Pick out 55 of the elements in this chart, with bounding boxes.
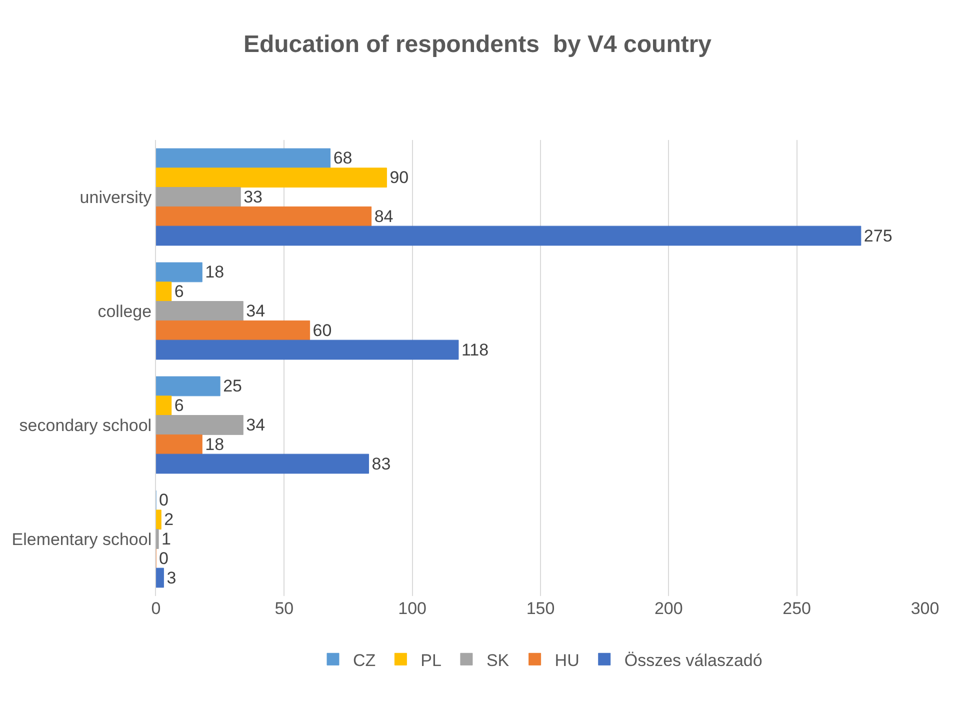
bar (156, 434, 202, 454)
x-tick-label: 0 (151, 599, 161, 618)
data-label: 60 (312, 320, 332, 340)
legend-label: Összes válaszadó (624, 650, 762, 670)
bar (156, 568, 164, 588)
legend-label: CZ (353, 650, 376, 670)
data-label: 18 (205, 434, 224, 454)
bar (156, 262, 202, 282)
bar (156, 206, 372, 226)
y-tick-label: university (80, 188, 152, 207)
x-tick-label: 150 (526, 599, 555, 618)
x-tick-label: 100 (398, 599, 427, 618)
y-tick-label: secondary school (19, 416, 152, 435)
chart-title: Education of respondents by V4 country (243, 31, 712, 58)
bar (156, 529, 159, 549)
data-label: 83 (372, 454, 391, 474)
data-label: 25 (223, 376, 242, 396)
bar (156, 340, 459, 360)
bar (156, 320, 310, 340)
data-label: 34 (246, 302, 266, 320)
data-label: 118 (461, 340, 489, 360)
data-label: 84 (374, 206, 394, 226)
bar (156, 454, 370, 474)
data-label: 3 (166, 568, 176, 588)
data-label: 68 (333, 148, 352, 168)
x-tick-label: 300 (910, 599, 940, 618)
bar (156, 187, 241, 207)
data-label: 0 (159, 490, 168, 510)
bar (156, 510, 162, 530)
data-label: 6 (174, 282, 184, 302)
bar (156, 148, 331, 168)
x-tick-label: 250 (782, 599, 812, 618)
bar (156, 168, 387, 188)
x-tick-label: 50 (274, 599, 294, 618)
bar (156, 376, 220, 396)
legend-label: PL (420, 650, 442, 670)
y-tick-label: college (98, 302, 152, 321)
bar (156, 226, 862, 246)
bar (156, 301, 244, 321)
data-label: 18 (205, 262, 224, 282)
data-label: 2 (164, 510, 174, 530)
y-tick-label: Elementary school (12, 530, 152, 549)
data-label: 275 (864, 226, 892, 246)
bar (156, 282, 172, 302)
x-tick-label: 200 (654, 599, 683, 618)
legend-label: HU (554, 650, 580, 670)
data-label: 1 (162, 530, 172, 548)
bar (156, 396, 172, 416)
bar (156, 415, 244, 435)
data-label: 0 (159, 548, 168, 568)
legend-label: SK (486, 650, 510, 670)
data-label: 33 (244, 188, 263, 206)
data-label: 6 (174, 396, 184, 416)
data-label: 34 (246, 416, 266, 434)
data-label: 90 (390, 168, 409, 188)
